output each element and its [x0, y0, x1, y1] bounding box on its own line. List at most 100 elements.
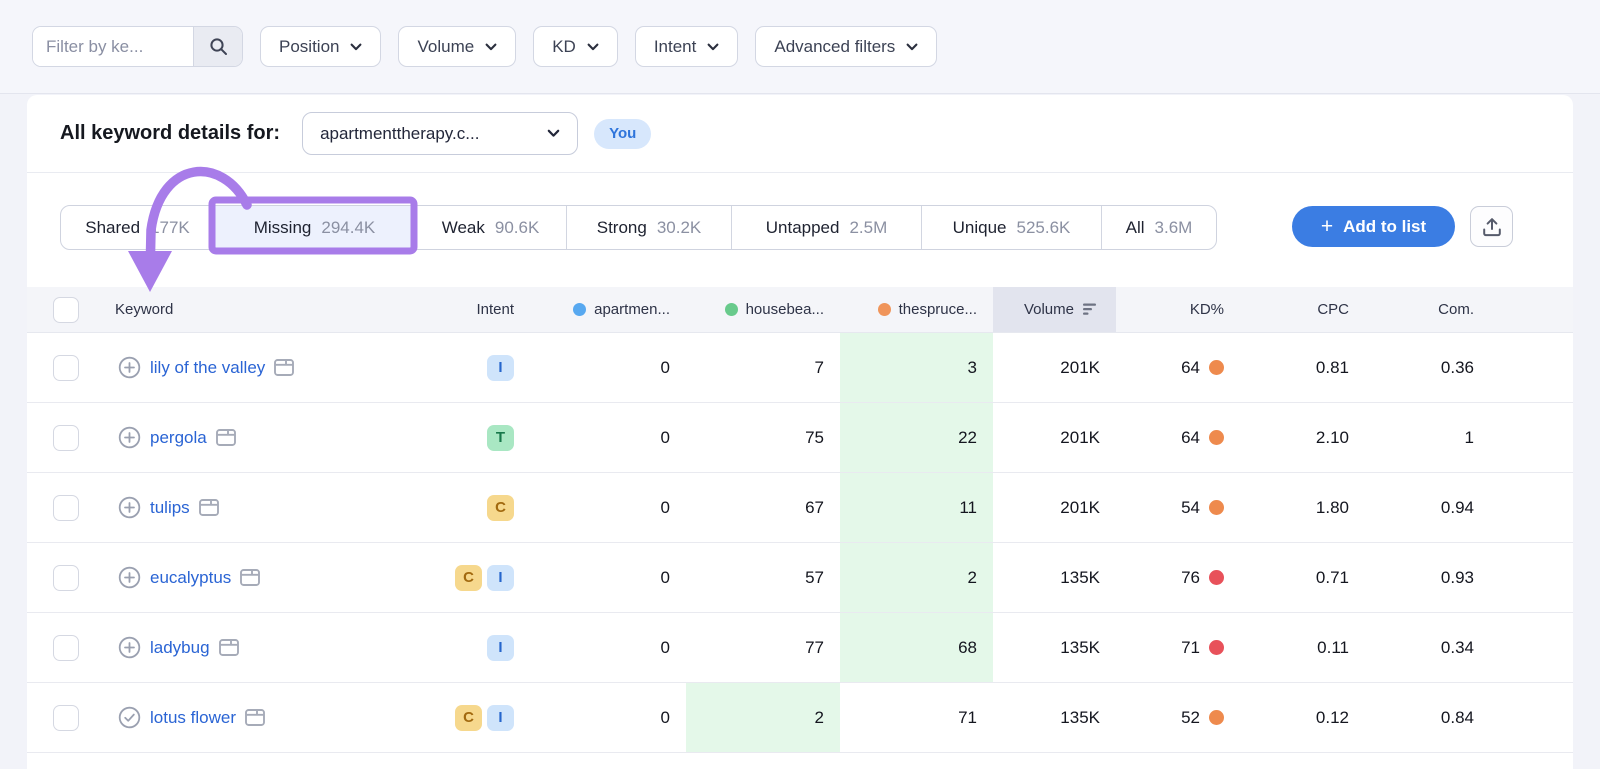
kd-cell: 71	[1116, 613, 1240, 682]
cpc-value: 0.11	[1317, 637, 1349, 657]
keyword-link[interactable]: lotus flower	[150, 707, 236, 727]
competitor-1-position: 0	[660, 497, 670, 517]
column-header-cpc[interactable]: CPC	[1317, 301, 1349, 318]
serp-features-icon[interactable]	[240, 569, 261, 586]
intent-badge-C: C	[487, 494, 514, 521]
tab-count: 90.6K	[494, 217, 540, 237]
tab-label: Weak	[441, 217, 485, 237]
row-checkbox[interactable]	[53, 564, 79, 591]
add-keyword-plus-icon[interactable]	[118, 356, 141, 379]
tab-all[interactable]: All 3.6M	[1101, 206, 1216, 249]
keyword-link[interactable]: pergola	[150, 427, 207, 447]
volume-value: 201K	[1060, 357, 1100, 377]
competitor-1-position: 0	[660, 567, 670, 587]
competitor-2-label: housebea...	[745, 301, 824, 318]
serp-features-icon[interactable]	[245, 709, 265, 726]
competitor-1-label: apartmen...	[594, 301, 670, 318]
add-keyword-plus-icon[interactable]	[118, 496, 141, 519]
column-header-intent[interactable]: Intent	[476, 301, 514, 318]
kd-level-dot	[1209, 360, 1224, 375]
table-row: lotus flower C I 0 2 71 135K 52 0.12 0.84	[27, 683, 1573, 753]
competitor-2-position: 75	[805, 427, 824, 447]
filter-volume-dropdown[interactable]: Volume	[398, 26, 517, 67]
row-checkbox[interactable]	[53, 494, 79, 521]
column-header-competitor-3[interactable]: thespruce...	[840, 287, 993, 332]
tab-untapped[interactable]: Untapped 2.5M	[731, 206, 921, 249]
tab-strong[interactable]: Strong 30.2K	[566, 206, 731, 249]
add-keyword-plus-icon[interactable]	[118, 426, 141, 449]
tabs-toolbar: Shared 177K Missing 294.4K Weak 90.6K Strong 30…	[27, 173, 1573, 287]
competitor-1-position: 0	[660, 427, 670, 447]
com-value: 1	[1464, 427, 1474, 447]
keyword-filter-input[interactable]	[33, 27, 193, 66]
tab-unique[interactable]: Unique 525.6K	[921, 206, 1101, 249]
filter-toolbar: Position Volume KD Intent Advanced filters	[0, 0, 1600, 94]
serp-features-icon[interactable]	[274, 359, 295, 376]
tab-count: 177K	[150, 217, 190, 237]
tab-weak[interactable]: Weak 90.6K	[414, 206, 566, 249]
row-checkbox[interactable]	[53, 424, 79, 451]
select-all-checkbox[interactable]	[53, 296, 79, 323]
keyword-link[interactable]: tulips	[150, 497, 190, 517]
keyword-filter-group	[32, 26, 243, 67]
table-body: lily of the valley I 0 7 3 201K 64 0.81 0.36 perg…	[27, 333, 1573, 753]
tab-missing[interactable]: Missing 294.4K	[214, 206, 414, 249]
keyword-added-check-icon[interactable]	[118, 706, 141, 729]
intent-badge-I: I	[487, 354, 514, 381]
add-to-list-label: Add to list	[1343, 216, 1427, 236]
kd-cell: 64	[1116, 403, 1240, 472]
kd-cell: 52	[1116, 683, 1240, 752]
tab-count: 3.6M	[1154, 217, 1193, 237]
filter-advanced-filters-dropdown[interactable]: Advanced filters	[755, 26, 938, 67]
keyword-link[interactable]: lily of the valley	[150, 357, 266, 377]
com-value: 0.94	[1440, 497, 1474, 517]
serp-features-icon[interactable]	[198, 499, 219, 516]
add-keyword-plus-icon[interactable]	[118, 566, 141, 589]
chevron-down-icon	[547, 129, 560, 138]
tab-label: Untapped	[765, 217, 840, 237]
column-header-com[interactable]: Com.	[1438, 301, 1474, 318]
chevron-down-icon	[906, 43, 918, 51]
keyword-link[interactable]: eucalyptus	[150, 567, 232, 587]
add-to-list-button[interactable]: + Add to list	[1292, 206, 1455, 247]
competitor-3-position: 3	[840, 333, 993, 402]
row-checkbox[interactable]	[53, 634, 79, 661]
domain-select-value: apartmenttherapy.c...	[320, 123, 480, 143]
tab-count: 30.2K	[656, 217, 702, 237]
volume-label: Volume	[1023, 301, 1074, 318]
volume-value: 135K	[1060, 567, 1100, 587]
filter-kd-dropdown[interactable]: KD	[533, 26, 618, 67]
filter-intent-dropdown[interactable]: Intent	[634, 26, 739, 67]
export-icon	[1481, 216, 1503, 238]
cpc-value: 1.80	[1315, 497, 1349, 517]
plus-icon: +	[1320, 215, 1334, 238]
kd-value: 52	[1181, 707, 1200, 727]
competitor-2-dot	[724, 303, 738, 316]
row-checkbox[interactable]	[53, 704, 79, 731]
com-value: 0.84	[1440, 707, 1474, 727]
intent-cell: I	[440, 333, 530, 402]
domain-select[interactable]: apartmenttherapy.c...	[302, 112, 579, 155]
keyword-link[interactable]: ladybug	[150, 637, 210, 657]
filter-position-dropdown[interactable]: Position	[260, 26, 382, 67]
cpc-value: 0.12	[1315, 707, 1349, 727]
column-header-kd[interactable]: KD%	[1189, 301, 1224, 318]
competitor-1-position: 0	[660, 707, 670, 727]
export-button[interactable]	[1470, 206, 1513, 247]
table-row: pergola T 0 75 22 201K 64 2.10 1	[27, 403, 1573, 473]
competitor-2-position: 2	[686, 683, 840, 752]
serp-features-icon[interactable]	[215, 429, 236, 446]
serp-features-icon[interactable]	[218, 639, 239, 656]
com-value: 0.36	[1440, 357, 1474, 377]
kd-value: 64	[1181, 427, 1200, 447]
intent-badge-I: I	[487, 564, 514, 591]
column-header-keyword[interactable]: Keyword	[115, 301, 174, 318]
column-header-competitor-1[interactable]: apartmen...	[530, 287, 686, 332]
intent-badge-I: I	[487, 704, 514, 731]
column-header-volume[interactable]: Volume	[993, 287, 1116, 332]
column-header-competitor-2[interactable]: housebea...	[686, 287, 840, 332]
row-checkbox[interactable]	[53, 354, 79, 381]
tab-shared[interactable]: Shared 177K	[61, 206, 214, 249]
add-keyword-plus-icon[interactable]	[118, 636, 141, 659]
search-button[interactable]	[193, 27, 242, 66]
